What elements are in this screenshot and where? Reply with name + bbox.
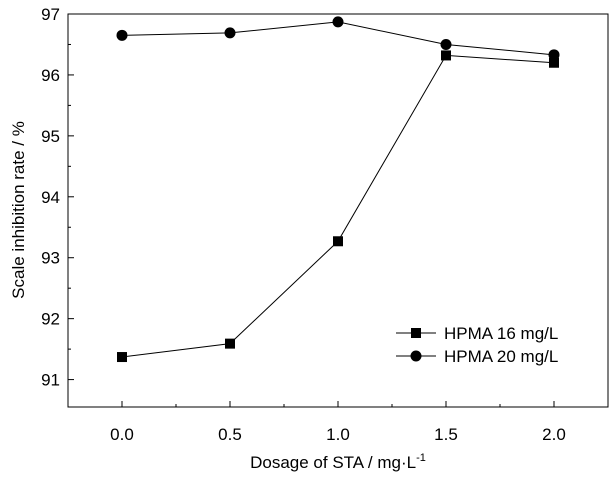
legend-item: HPMA 20 mg/L [396,347,558,366]
legend-item: HPMA 16 mg/L [396,324,558,343]
data-point [225,338,235,349]
x-axis-title: Dosage of STA / mg·L-1 [250,452,426,472]
x-tick-label: 1.0 [326,425,350,444]
data-point [224,27,236,39]
x-tick-label: 1.5 [434,425,458,444]
data-point [333,236,343,247]
series-2 [116,16,560,61]
data-point [441,50,451,61]
y-tick-label: 96 [41,66,60,85]
data-point [549,57,559,68]
x-axis-ticks: 0.0 0.5 1.0 1.5 2.0 [110,401,566,444]
y-tick-label: 93 [41,249,60,268]
y-tick-label: 94 [41,188,60,207]
y-tick-label: 92 [41,310,60,329]
data-point [117,352,127,363]
legend-marker [411,328,421,338]
data-point [332,16,344,28]
series-line [121,54,555,358]
data-point [116,29,128,41]
y-tick-label: 97 [41,5,60,24]
x-axis-title-superscript: -1 [416,452,426,464]
series-1 [117,50,559,363]
legend: HPMA 16 mg/L HPMA 20 mg/L [396,324,558,366]
data-point [440,38,452,50]
y-axis-title: Scale inhibition rate / % [9,121,28,299]
x-axis-title-text: Dosage of STA / mg·L [250,453,416,472]
legend-marker [410,350,422,362]
x-tick-label: 0.0 [110,425,134,444]
y-tick-label: 91 [41,371,60,390]
legend-label: HPMA 16 mg/L [444,324,558,343]
data-point [548,49,560,61]
x-tick-label: 2.0 [542,425,566,444]
legend-label: HPMA 20 mg/L [444,347,558,366]
series-layer [116,16,560,363]
y-tick-label: 95 [41,127,60,146]
y-axis-ticks: 91 92 93 94 95 96 97 [41,5,74,390]
x-tick-label: 0.5 [218,425,242,444]
